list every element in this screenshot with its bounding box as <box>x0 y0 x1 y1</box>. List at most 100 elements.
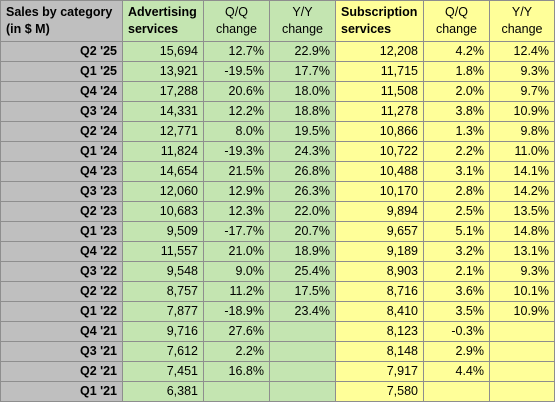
subscription-value-cell[interactable]: 11,278 <box>335 101 424 122</box>
advertising-yy-cell[interactable] <box>269 321 336 342</box>
subscription-qq-cell[interactable]: 5.1% <box>423 221 490 242</box>
period-cell[interactable]: Q4 '22 <box>0 241 123 262</box>
advertising-yy-cell[interactable]: 18.0% <box>269 81 336 102</box>
subscription-yy-cell[interactable]: 13.5% <box>489 201 555 222</box>
advertising-qq-cell[interactable]: -19.5% <box>203 61 270 82</box>
subscription-yy-cell[interactable]: 12.4% <box>489 41 555 62</box>
advertising-qq-cell[interactable]: 27.6% <box>203 321 270 342</box>
subscription-yy-header[interactable]: Y/Y change <box>489 0 555 42</box>
advertising-qq-cell[interactable]: -19.3% <box>203 141 270 162</box>
advertising-qq-cell[interactable]: 16.8% <box>203 361 270 382</box>
advertising-qq-cell[interactable]: 12.2% <box>203 101 270 122</box>
subscription-yy-cell[interactable]: 13.1% <box>489 241 555 262</box>
period-cell[interactable]: Q1 '22 <box>0 301 123 322</box>
subscription-header[interactable]: Subscription services <box>335 0 424 42</box>
advertising-yy-cell[interactable]: 20.7% <box>269 221 336 242</box>
subscription-qq-cell[interactable]: 2.9% <box>423 341 490 362</box>
advertising-qq-cell[interactable]: 8.0% <box>203 121 270 142</box>
advertising-yy-cell[interactable]: 18.8% <box>269 101 336 122</box>
subscription-value-cell[interactable]: 8,410 <box>335 301 424 322</box>
subscription-value-cell[interactable]: 8,716 <box>335 281 424 302</box>
period-cell[interactable]: Q3 '23 <box>0 181 123 202</box>
subscription-qq-cell[interactable]: 2.8% <box>423 181 490 202</box>
advertising-qq-cell[interactable]: 9.0% <box>203 261 270 282</box>
advertising-qq-cell[interactable]: 21.0% <box>203 241 270 262</box>
subscription-yy-cell[interactable] <box>489 361 555 382</box>
advertising-value-cell[interactable]: 12,060 <box>122 181 204 202</box>
subscription-value-cell[interactable]: 7,580 <box>335 381 424 402</box>
advertising-value-cell[interactable]: 11,557 <box>122 241 204 262</box>
subscription-value-cell[interactable]: 12,208 <box>335 41 424 62</box>
period-cell[interactable]: Q2 '25 <box>0 41 123 62</box>
subscription-qq-cell[interactable]: 2.5% <box>423 201 490 222</box>
subscription-value-cell[interactable]: 8,903 <box>335 261 424 282</box>
subscription-value-cell[interactable]: 7,917 <box>335 361 424 382</box>
subscription-qq-cell[interactable]: 3.8% <box>423 101 490 122</box>
advertising-qq-cell[interactable]: 21.5% <box>203 161 270 182</box>
subscription-value-cell[interactable]: 10,722 <box>335 141 424 162</box>
advertising-value-cell[interactable]: 7,877 <box>122 301 204 322</box>
subscription-qq-cell[interactable]: 1.8% <box>423 61 490 82</box>
subscription-qq-cell[interactable]: 4.4% <box>423 361 490 382</box>
subscription-yy-cell[interactable]: 11.0% <box>489 141 555 162</box>
advertising-qq-cell[interactable]: 12.9% <box>203 181 270 202</box>
advertising-yy-cell[interactable] <box>269 341 336 362</box>
advertising-value-cell[interactable]: 10,683 <box>122 201 204 222</box>
subscription-yy-cell[interactable] <box>489 381 555 402</box>
subscription-qq-cell[interactable]: 4.2% <box>423 41 490 62</box>
advertising-value-cell[interactable]: 13,921 <box>122 61 204 82</box>
advertising-qq-cell[interactable]: -18.9% <box>203 301 270 322</box>
subscription-yy-cell[interactable]: 14.2% <box>489 181 555 202</box>
advertising-qq-header[interactable]: Q/Q change <box>203 0 270 42</box>
subscription-yy-cell[interactable]: 14.1% <box>489 161 555 182</box>
period-cell[interactable]: Q4 '23 <box>0 161 123 182</box>
advertising-value-cell[interactable]: 6,381 <box>122 381 204 402</box>
subscription-value-cell[interactable]: 9,657 <box>335 221 424 242</box>
period-cell[interactable]: Q2 '21 <box>0 361 123 382</box>
subscription-qq-cell[interactable]: 2.1% <box>423 261 490 282</box>
subscription-yy-cell[interactable]: 14.8% <box>489 221 555 242</box>
advertising-value-cell[interactable]: 9,716 <box>122 321 204 342</box>
subscription-value-cell[interactable]: 11,508 <box>335 81 424 102</box>
advertising-yy-cell[interactable]: 24.3% <box>269 141 336 162</box>
advertising-value-cell[interactable]: 14,654 <box>122 161 204 182</box>
subscription-qq-cell[interactable]: 3.2% <box>423 241 490 262</box>
advertising-value-cell[interactable]: 14,331 <box>122 101 204 122</box>
subscription-value-cell[interactable]: 10,170 <box>335 181 424 202</box>
subscription-value-cell[interactable]: 9,894 <box>335 201 424 222</box>
subscription-qq-cell[interactable]: 3.1% <box>423 161 490 182</box>
advertising-qq-cell[interactable]: 2.2% <box>203 341 270 362</box>
subscription-yy-cell[interactable]: 9.3% <box>489 61 555 82</box>
advertising-qq-cell[interactable]: -17.7% <box>203 221 270 242</box>
subscription-value-cell[interactable]: 9,189 <box>335 241 424 262</box>
subscription-qq-cell[interactable]: -0.3% <box>423 321 490 342</box>
subscription-yy-cell[interactable]: 10.9% <box>489 101 555 122</box>
advertising-value-cell[interactable]: 7,612 <box>122 341 204 362</box>
period-cell[interactable]: Q2 '23 <box>0 201 123 222</box>
advertising-qq-cell[interactable]: 11.2% <box>203 281 270 302</box>
subscription-qq-cell[interactable]: 2.2% <box>423 141 490 162</box>
subscription-value-cell[interactable]: 8,123 <box>335 321 424 342</box>
advertising-value-cell[interactable]: 9,548 <box>122 261 204 282</box>
period-cell[interactable]: Q1 '24 <box>0 141 123 162</box>
period-cell[interactable]: Q3 '24 <box>0 101 123 122</box>
advertising-yy-cell[interactable]: 17.5% <box>269 281 336 302</box>
subscription-qq-cell[interactable]: 2.0% <box>423 81 490 102</box>
subscription-yy-cell[interactable]: 9.8% <box>489 121 555 142</box>
advertising-header[interactable]: Advertising services <box>122 0 204 42</box>
advertising-yy-cell[interactable]: 19.5% <box>269 121 336 142</box>
advertising-yy-cell[interactable]: 22.0% <box>269 201 336 222</box>
advertising-yy-cell[interactable]: 25.4% <box>269 261 336 282</box>
period-cell[interactable]: Q3 '21 <box>0 341 123 362</box>
advertising-yy-cell[interactable]: 23.4% <box>269 301 336 322</box>
advertising-yy-cell[interactable]: 18.9% <box>269 241 336 262</box>
period-cell[interactable]: Q4 '21 <box>0 321 123 342</box>
advertising-value-cell[interactable]: 17,288 <box>122 81 204 102</box>
subscription-qq-cell[interactable] <box>423 381 490 402</box>
subscription-yy-cell[interactable] <box>489 341 555 362</box>
period-cell[interactable]: Q1 '23 <box>0 221 123 242</box>
subscription-yy-cell[interactable]: 9.3% <box>489 261 555 282</box>
period-cell[interactable]: Q1 '21 <box>0 381 123 402</box>
advertising-yy-cell[interactable]: 17.7% <box>269 61 336 82</box>
subscription-value-cell[interactable]: 8,148 <box>335 341 424 362</box>
